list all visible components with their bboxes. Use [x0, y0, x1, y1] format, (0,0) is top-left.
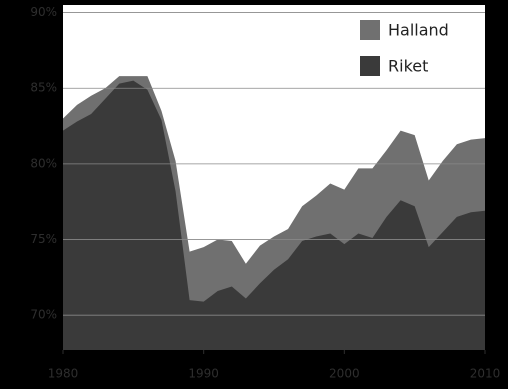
- x-tick-label: 2000: [329, 367, 360, 381]
- y-tick-label: 75%: [30, 232, 57, 246]
- legend-swatch: [360, 20, 380, 40]
- x-tick-label: 1980: [48, 367, 79, 381]
- legend-swatch: [360, 56, 380, 76]
- legend-label: Riket: [388, 57, 428, 76]
- legend-label: Halland: [388, 21, 449, 40]
- y-tick-label: 90%: [30, 5, 57, 19]
- area: [63, 80, 485, 350]
- y-tick-label: 80%: [30, 156, 57, 170]
- y-tick-label: 85%: [30, 81, 57, 95]
- y-tick-label: 70%: [30, 308, 57, 322]
- x-tick-label: 1990: [188, 367, 219, 381]
- x-tick-label: 2010: [470, 367, 501, 381]
